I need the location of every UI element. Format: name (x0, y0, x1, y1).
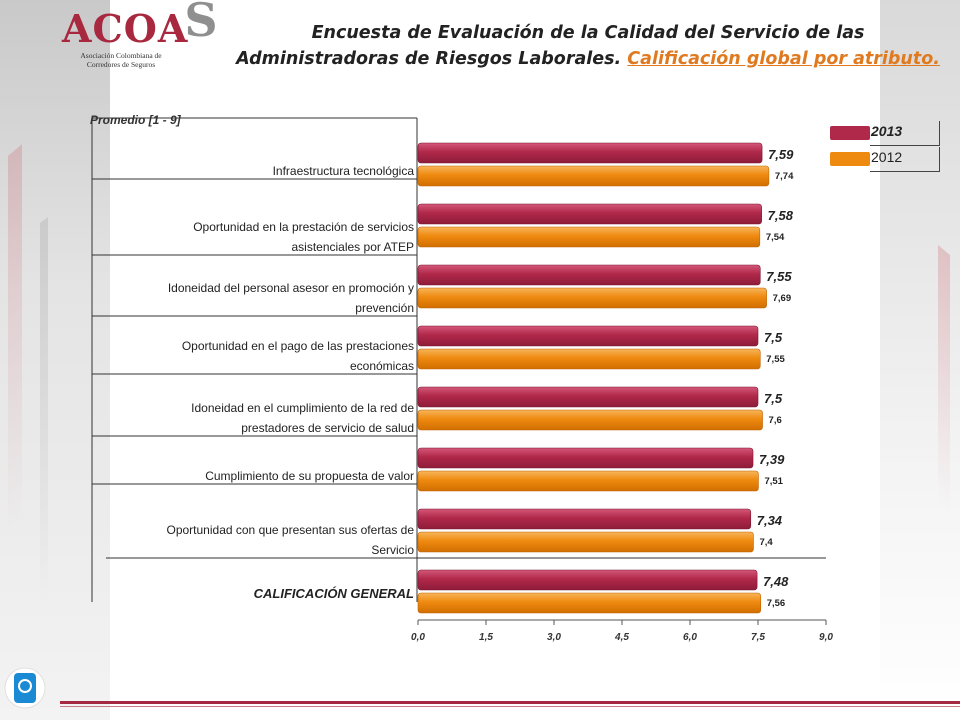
footer-rule-thin (60, 706, 960, 707)
bar-2012 (417, 348, 761, 370)
x-tick-label: 6,0 (683, 632, 697, 643)
data-label-2013: 7,59 (768, 147, 794, 162)
data-label-2013: 7,48 (763, 574, 789, 589)
bar-2012 (417, 470, 759, 492)
bar-2012 (417, 531, 754, 553)
category-label: Oportunidad en la prestación de servicio… (193, 220, 414, 234)
bar-2013 (417, 203, 762, 225)
bar-2012 (417, 287, 767, 309)
legend-swatch-2012 (830, 152, 870, 166)
legend-swatch-2013 (830, 126, 870, 140)
data-label-2013: 7,5 (764, 330, 783, 345)
data-label-2013: 7,5 (764, 391, 783, 406)
title-line1: Encuesta de Evaluación de la Calidad del… (311, 23, 865, 43)
legend-label-2013: 2013 (870, 121, 940, 146)
bar-2013 (417, 386, 759, 408)
background-right-panel (880, 0, 960, 720)
x-tick-label: 9,0 (819, 632, 833, 643)
logo-letter-s: S (184, 0, 219, 47)
logo-subtitle: Asociación Colombiana de Corredores de S… (62, 51, 180, 69)
emblem-shield-icon (14, 673, 36, 703)
bar-2012 (417, 409, 763, 431)
data-label-2012: 7,55 (766, 354, 785, 365)
slide-title: Encuesta de Evaluación de la Calidad del… (225, 20, 951, 72)
category-label: Servicio (371, 543, 414, 557)
data-label-2012: 7,6 (769, 415, 782, 426)
bar-2013 (417, 264, 761, 286)
data-label-2013: 7,39 (759, 452, 785, 467)
logo-subtitle-line2: Corredores de Seguros (86, 60, 156, 69)
emblem-ring-icon (18, 679, 32, 693)
bar-2012 (417, 592, 762, 614)
category-label: Cumplimiento de su propuesta de valor (205, 469, 414, 483)
data-label-2012: 7,56 (767, 598, 786, 609)
legend-label-2012: 2012 (870, 147, 940, 172)
x-tick-label: 1,5 (479, 632, 493, 643)
data-label-2012: 7,54 (766, 232, 785, 243)
data-label-2012: 7,74 (775, 171, 794, 182)
x-tick-label: 0,0 (411, 632, 425, 643)
category-label: Oportunidad con que presentan sus oferta… (167, 523, 415, 537)
data-label-2013: 7,55 (766, 269, 792, 284)
category-label: CALIFICACIÓN GENERAL (254, 586, 414, 601)
data-label-2012: 7,51 (764, 476, 783, 487)
footer-rule (60, 701, 960, 704)
logo-wordmark: ACOAS (62, 0, 218, 51)
x-tick-label: 4,5 (614, 632, 629, 643)
bar-2012 (417, 226, 761, 248)
logo-letters: ACOA (62, 6, 189, 51)
category-label: Oportunidad en el pago de las prestacion… (182, 339, 414, 353)
acoas-logo: ACOAS Asociación Colombiana de Corredore… (62, 0, 218, 76)
data-label-2012: 7,69 (773, 293, 792, 304)
bar-2013 (417, 569, 758, 591)
category-label: económicas (350, 359, 414, 373)
bar-2013 (417, 142, 763, 164)
category-label: prestadores de servicio de salud (241, 421, 414, 435)
category-label: Idoneidad del personal asesor en promoci… (168, 281, 414, 295)
x-tick-label: 3,0 (547, 632, 561, 643)
category-label: asistenciales por ATEP (291, 240, 414, 254)
data-label-2013: 7,34 (757, 513, 783, 528)
category-label: Infraestructura tecnológica (273, 164, 415, 178)
category-label: Idoneidad en el cumplimiento de la red d… (191, 401, 414, 415)
bar-2013 (417, 447, 754, 469)
data-label-2013: 7,58 (768, 208, 794, 223)
x-tick-label: 7,5 (751, 632, 765, 643)
category-label: prevención (355, 301, 414, 315)
logo-subtitle-line1: Asociación Colombiana de (80, 51, 162, 60)
title-subtitle-link[interactable]: Calificación global por atributo. (627, 49, 940, 69)
bar-2013 (417, 325, 759, 347)
bar-2013 (417, 508, 752, 530)
data-label-2012: 7,4 (759, 537, 773, 548)
title-line2: Administradoras de Riesgos Laborales. (236, 49, 622, 69)
bar-2012 (417, 165, 770, 187)
y-axis-label: Promedio [1 - 9] (90, 113, 182, 127)
